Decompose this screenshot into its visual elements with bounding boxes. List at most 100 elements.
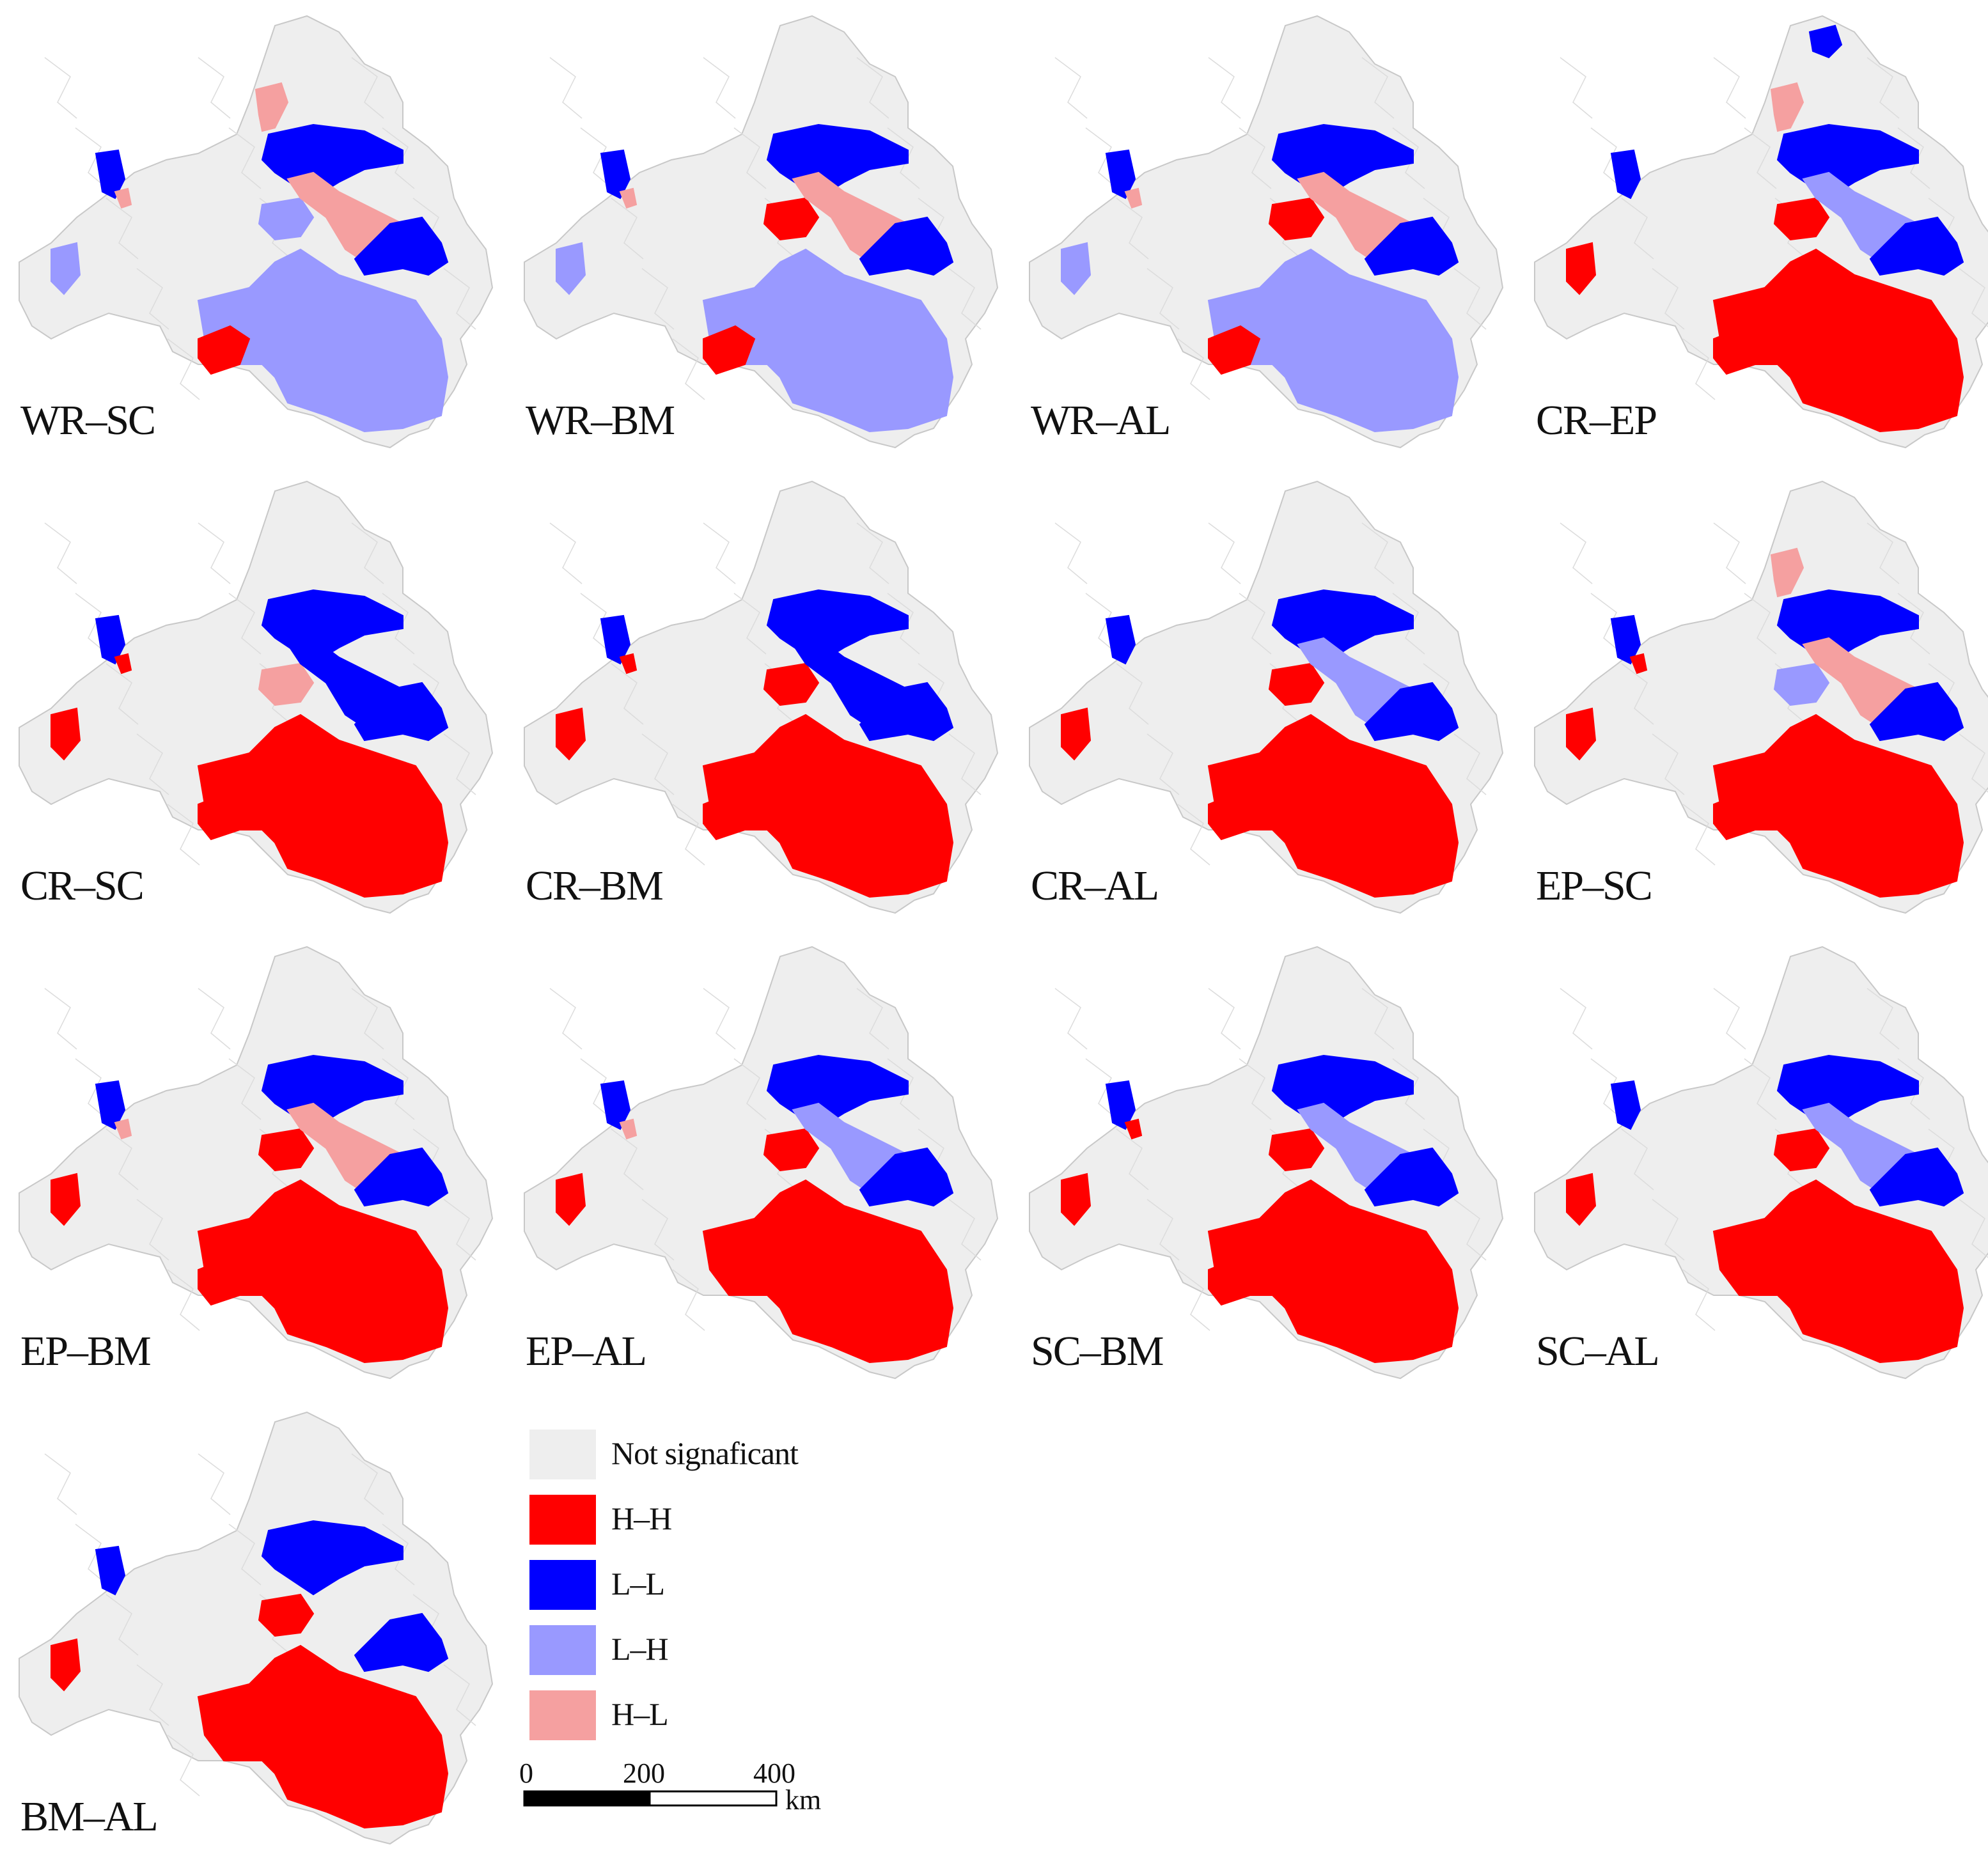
admin-boundary — [1867, 988, 1900, 1050]
cluster-region-southwest-lobe — [1713, 790, 1766, 841]
admin-boundary — [611, 1128, 644, 1190]
cluster-region-far-west — [51, 707, 81, 761]
admin-boundary — [75, 1058, 108, 1120]
cluster-region-south-block — [1207, 1179, 1459, 1364]
cluster-region-east-coast — [354, 216, 449, 276]
admin-boundary — [351, 988, 384, 1050]
admin-boundary — [167, 338, 200, 400]
map-svg — [19, 480, 494, 914]
admin-boundary — [1959, 268, 1988, 327]
admin-boundary — [672, 1269, 705, 1331]
admin-boundary — [549, 522, 583, 584]
cluster-region-southwest-lobe — [703, 325, 756, 375]
cluster-region-west-patch — [95, 1080, 126, 1130]
cluster-region-north — [1770, 82, 1804, 132]
admin-boundary — [948, 1199, 982, 1261]
cluster-region-west-small — [619, 1118, 638, 1140]
admin-boundary — [1867, 522, 1900, 584]
map-svg — [524, 946, 999, 1380]
admin-boundary — [1453, 733, 1487, 795]
admin-boundary — [443, 268, 476, 330]
panel-label: CR–AL — [1031, 862, 1159, 909]
admin-boundary — [1621, 1128, 1654, 1190]
cluster-region-southwest-lobe — [1208, 790, 1261, 841]
legend-swatch-not-significant — [529, 1430, 596, 1479]
legend-label-hl: H–L — [611, 1696, 669, 1732]
cluster-region-south-block — [1712, 1179, 1964, 1364]
admin-boundary — [228, 1524, 262, 1586]
map-svg — [524, 480, 999, 914]
admin-boundary — [1713, 522, 1746, 584]
admin-boundary — [136, 268, 169, 330]
cluster-region-south-block — [197, 713, 449, 898]
legend-label-not-significant: Not signaficant — [611, 1435, 799, 1471]
legend-label-lh: L–H — [611, 1631, 669, 1667]
admin-boundary — [641, 733, 675, 795]
panel-label: EP–AL — [526, 1328, 647, 1375]
admin-boundary — [1177, 338, 1210, 400]
map-panel-ep-al: EP–AL — [512, 937, 1010, 1398]
map-panel-cr-al: CR–AL — [1017, 472, 1515, 932]
admin-boundary — [1713, 988, 1746, 1050]
admin-boundary — [580, 593, 613, 655]
admin-boundary — [672, 338, 705, 400]
cluster-region-west-patch — [95, 1545, 126, 1596]
cluster-region-east-coast — [1869, 1147, 1964, 1207]
admin-boundary — [351, 522, 384, 584]
cluster-region-south-block — [1207, 713, 1459, 898]
admin-boundary — [1361, 57, 1395, 119]
scale-tick-400: 400 — [753, 1758, 795, 1789]
admin-boundary — [443, 1199, 476, 1261]
cluster-region-east-coast — [1869, 216, 1964, 276]
map-panel-wr-al: WR–AL — [1017, 6, 1515, 467]
map-svg — [1029, 15, 1504, 449]
admin-boundary — [167, 1734, 200, 1797]
cluster-region-center-mid — [258, 1593, 315, 1637]
admin-boundary — [106, 1594, 139, 1656]
admin-boundary — [1713, 57, 1746, 119]
cluster-region-west-small — [114, 1118, 132, 1140]
admin-boundary — [1453, 1199, 1487, 1261]
admin-boundary — [1208, 57, 1241, 119]
admin-boundary — [1560, 522, 1593, 584]
cluster-region-far-north — [1808, 24, 1843, 59]
admin-boundary — [75, 1524, 108, 1586]
admin-boundary — [198, 57, 231, 119]
admin-boundary — [948, 733, 982, 795]
admin-boundary — [1682, 338, 1716, 400]
cluster-region-far-west — [1061, 242, 1092, 295]
admin-boundary — [733, 127, 767, 189]
admin-boundary — [1361, 522, 1395, 584]
map-svg — [1029, 946, 1504, 1380]
admin-boundary — [1208, 522, 1241, 584]
admin-boundary — [1054, 522, 1088, 584]
admin-boundary — [1116, 663, 1149, 725]
admin-boundary — [1208, 988, 1241, 1050]
cluster-region-southwest-lobe — [1208, 325, 1261, 375]
admin-boundary — [1177, 804, 1210, 866]
admin-boundary — [1744, 593, 1777, 655]
cluster-region-south-block — [1712, 713, 1964, 898]
cluster-region-west-patch — [600, 1080, 631, 1130]
cluster-region-south-block — [197, 1644, 449, 1829]
admin-boundary — [106, 1128, 139, 1190]
admin-boundary — [1085, 127, 1118, 189]
admin-boundary — [580, 127, 613, 189]
admin-boundary — [1085, 1058, 1118, 1120]
admin-boundary — [1590, 593, 1624, 655]
admin-boundary — [672, 804, 705, 866]
cluster-region-west-patch — [1105, 149, 1136, 199]
admin-boundary — [1177, 1269, 1210, 1331]
admin-boundary — [1682, 804, 1716, 866]
admin-boundary — [1682, 1269, 1716, 1331]
map-svg — [19, 15, 494, 449]
admin-boundary — [549, 57, 583, 119]
admin-boundary — [856, 57, 889, 119]
admin-boundary — [1590, 127, 1624, 189]
legend-swatch-hh — [529, 1495, 596, 1545]
scale-bar-black-segment — [524, 1791, 650, 1805]
admin-boundary — [106, 663, 139, 725]
admin-boundary — [1361, 988, 1395, 1050]
cluster-region-far-west — [51, 1638, 81, 1692]
map-svg — [524, 15, 999, 449]
